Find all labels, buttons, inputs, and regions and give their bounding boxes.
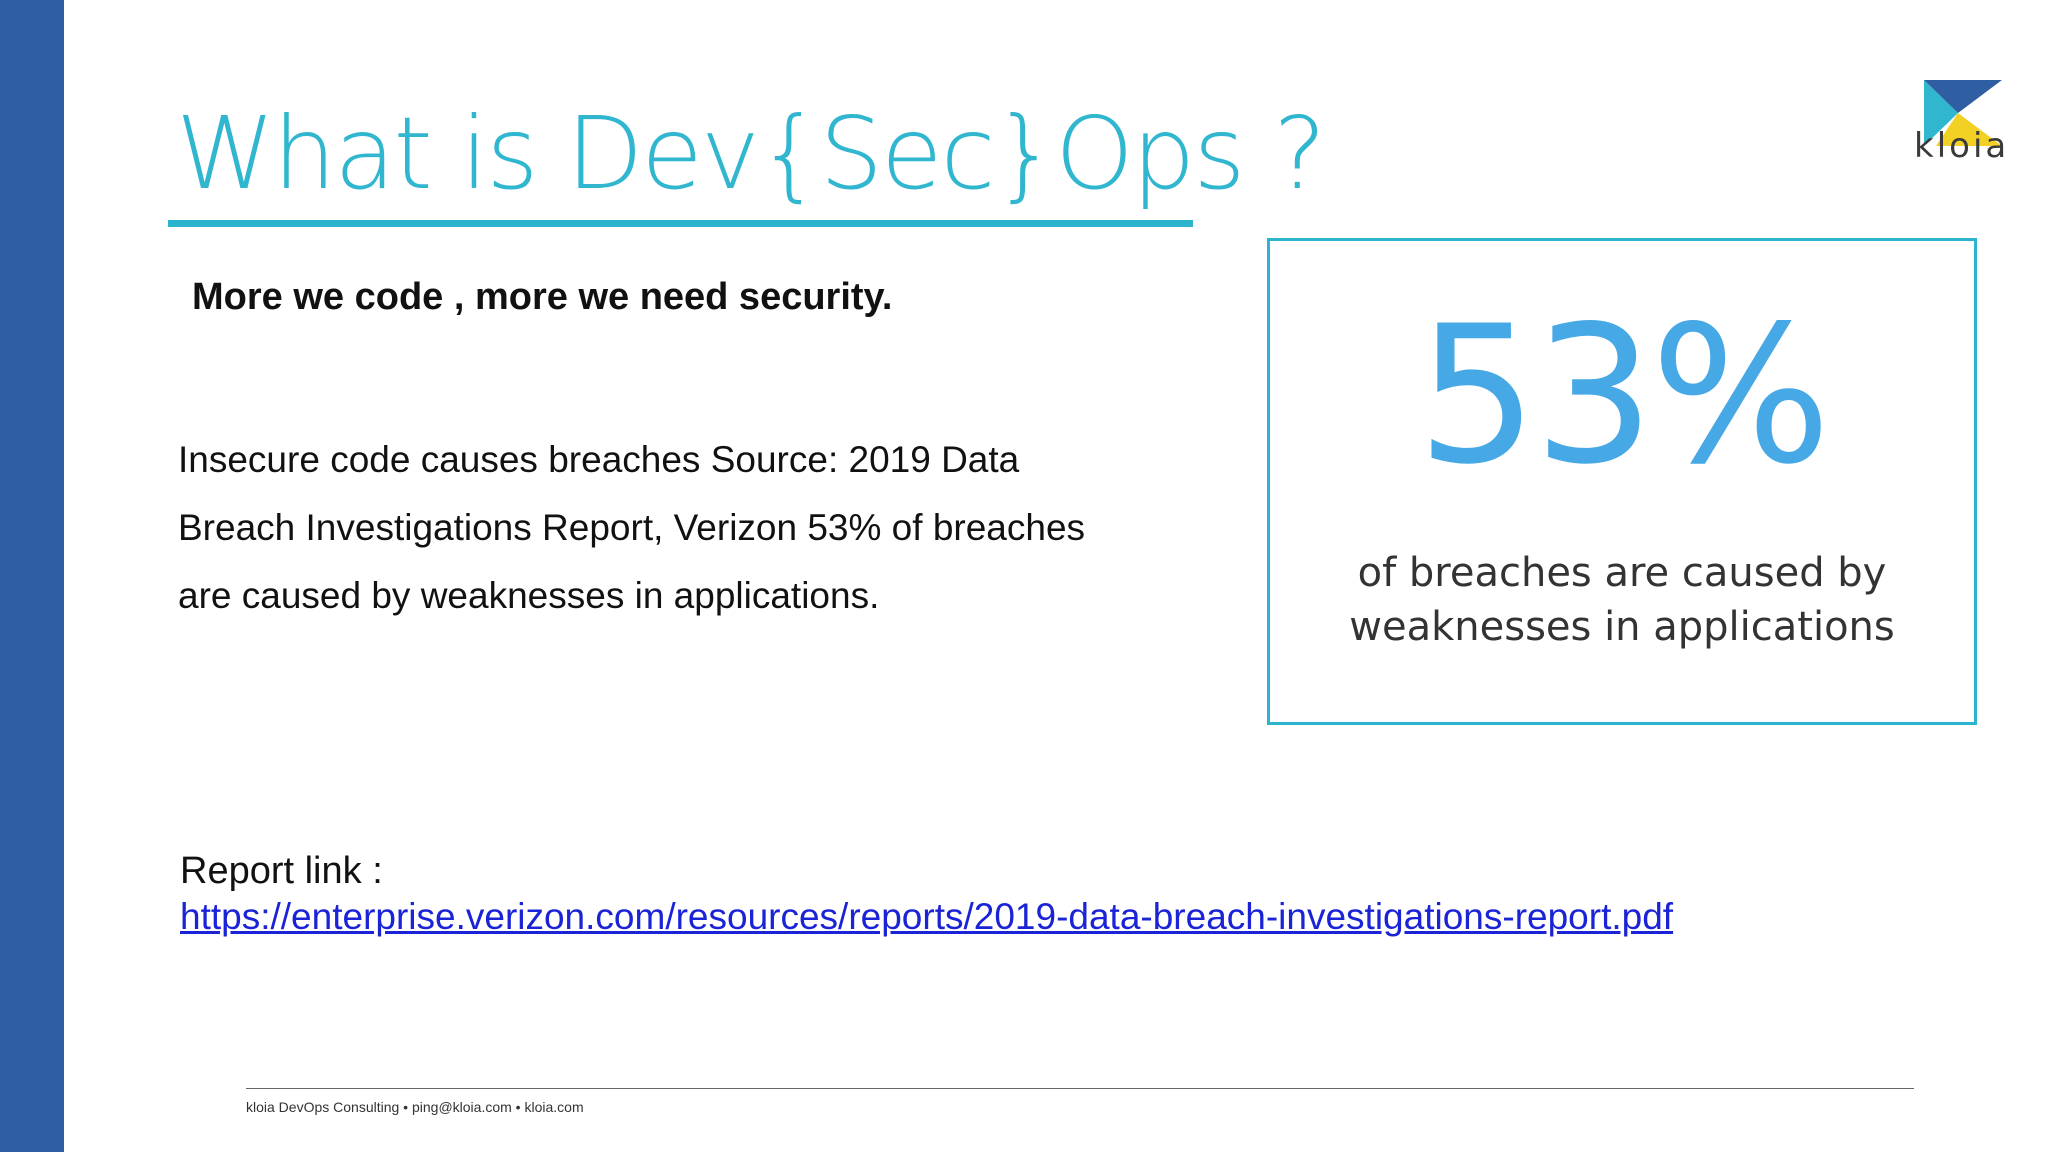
- report-label: Report link :: [180, 850, 383, 892]
- slide-title: What is Dev{Sec}Ops ?: [176, 95, 1326, 212]
- stat-caption: of breaches are caused by weaknesses in …: [1270, 546, 1974, 654]
- report-link[interactable]: https://enterprise.verizon.com/resources…: [180, 896, 1674, 937]
- stat-caption-line-1: of breaches are caused by: [1357, 550, 1887, 596]
- logo-text: kloia: [1914, 126, 2010, 166]
- stat-box: 53% of breaches are caused by weaknesses…: [1267, 238, 1977, 725]
- kloia-logo-icon: [1924, 80, 2002, 146]
- stat-value: 53%: [1416, 285, 1831, 506]
- title-underline: [168, 220, 1193, 227]
- stat-caption-line-2: weaknesses in applications: [1349, 604, 1895, 650]
- body-paragraph: Insecure code causes breaches Source: 20…: [178, 439, 1086, 616]
- left-accent-bar: [0, 0, 64, 1152]
- slide-subtitle: More we code , more we need security.: [192, 276, 893, 318]
- footer-divider: [246, 1088, 1914, 1089]
- footer-text: kloia DevOps Consulting • ping@kloia.com…: [246, 1099, 584, 1115]
